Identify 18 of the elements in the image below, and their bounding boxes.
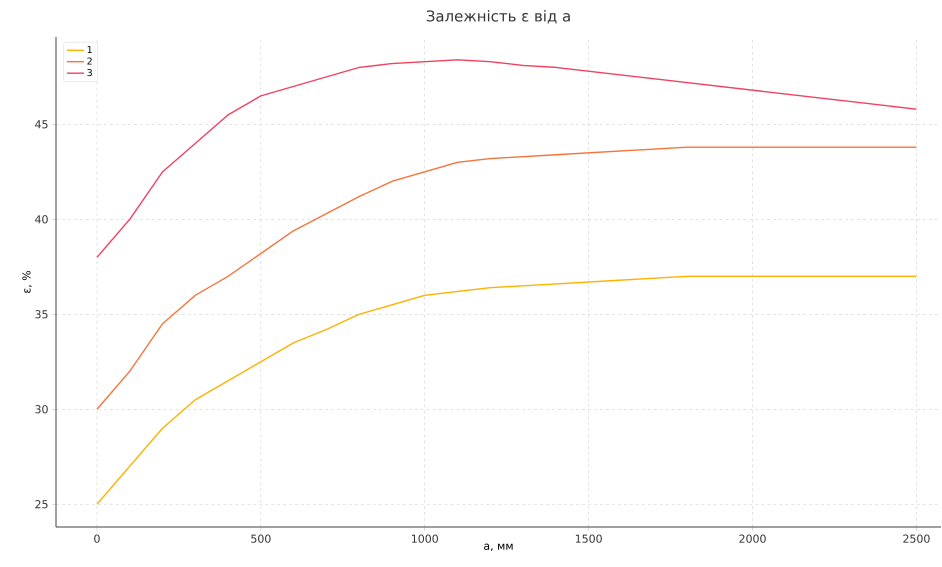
x-tick-label: 2000 bbox=[739, 534, 766, 543]
y-tick-label: 30 bbox=[35, 405, 48, 414]
x-tick-label: 500 bbox=[251, 534, 271, 543]
y-tick-label: 45 bbox=[35, 120, 48, 128]
x-tick-label: 1500 bbox=[576, 534, 602, 543]
line-series bbox=[96, 59, 918, 258]
x-tick-label: 1000 bbox=[412, 534, 438, 543]
y-tick-label: 40 bbox=[35, 215, 48, 224]
legend-label: 3 bbox=[87, 68, 92, 76]
y-tick-label: 35 bbox=[35, 310, 48, 318]
legend-label: 2 bbox=[87, 57, 92, 64]
chart-title: Залежність ε від a bbox=[426, 10, 570, 24]
legend-label: 1 bbox=[88, 46, 92, 53]
y-axis-title: ε, % bbox=[22, 270, 32, 293]
y-tick-label: 25 bbox=[35, 500, 48, 508]
x-tick-label: 2500 bbox=[903, 534, 930, 543]
x-axis-title: a, мм bbox=[484, 544, 513, 552]
x-tick-label: 0 bbox=[94, 534, 100, 543]
